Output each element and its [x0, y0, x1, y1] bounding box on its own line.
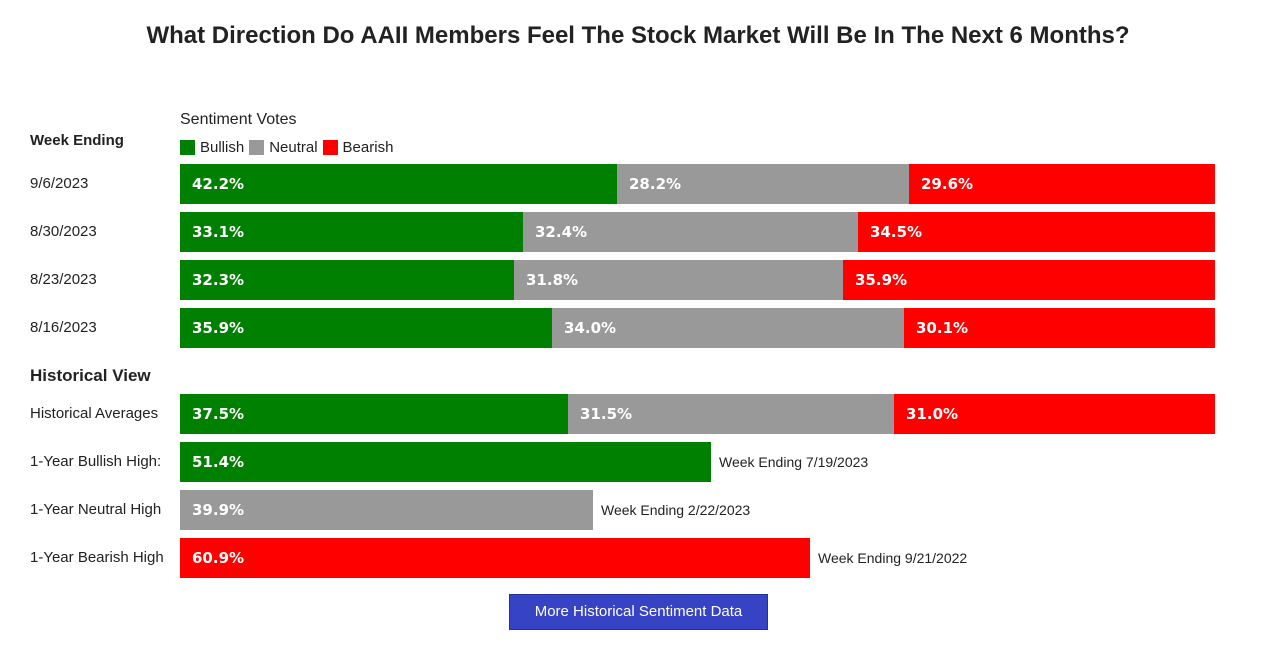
bar-segment-bullish: 37.5%	[180, 394, 568, 434]
bar-segment-neutral: 39.9%	[180, 490, 593, 530]
legend-item-bearish: Bearish	[322, 139, 394, 156]
stacked-bar: 42.2% 28.2% 29.6%	[180, 164, 1215, 204]
bar-segment-neutral: 34.0%	[552, 308, 904, 348]
stacked-bar: 35.9% 34.0% 30.1%	[180, 308, 1215, 348]
chart-subtitle: Sentiment Votes	[180, 111, 297, 128]
more-historical-data-button[interactable]: More Historical Sentiment Data	[509, 594, 768, 630]
legend-swatch-bullish	[180, 140, 195, 155]
legend-label-bullish: Bullish	[200, 139, 245, 156]
bar-segment-bullish: 51.4%	[180, 442, 711, 482]
week-ending-note: Week Ending 7/19/2023	[719, 454, 869, 470]
bar-segment-bearish: 60.9%	[180, 538, 810, 578]
single-bar: 39.9%	[180, 490, 593, 530]
week-label: 8/16/2023	[30, 319, 97, 336]
bar-segment-neutral: 31.8%	[514, 260, 843, 300]
bar-segment-bullish: 32.3%	[180, 260, 514, 300]
week-label: 9/6/2023	[30, 175, 89, 192]
week-ending-note: Week Ending 2/22/2023	[601, 502, 751, 518]
bar-segment-neutral: 28.2%	[617, 164, 909, 204]
historical-label: Historical Averages	[30, 405, 159, 422]
week-ending-note: Week Ending 9/21/2022	[818, 550, 968, 566]
week-label: 8/30/2023	[30, 223, 97, 240]
bar-segment-bearish: 35.9%	[843, 260, 1215, 300]
bar-segment-bearish: 30.1%	[904, 308, 1215, 348]
bar-segment-neutral: 31.5%	[568, 394, 894, 434]
week-label: 8/23/2023	[30, 271, 97, 288]
legend-swatch-bearish	[322, 140, 338, 155]
stacked-bar: 37.5% 31.5% 31.0%	[180, 394, 1215, 434]
stacked-bar: 33.1% 32.4% 34.5%	[180, 212, 1215, 252]
bar-segment-bullish: 33.1%	[180, 212, 523, 252]
bar-segment-neutral: 32.4%	[523, 212, 858, 252]
legend-item-bullish: Bullish	[180, 139, 244, 156]
legend-label-bearish: Bearish	[342, 139, 394, 156]
historical-label: 1-Year Neutral High	[30, 501, 162, 518]
bar-segment-bullish: 42.2%	[180, 164, 617, 204]
bar-segment-bearish: 31.0%	[894, 394, 1215, 434]
bar-segment-bearish: 34.5%	[858, 212, 1215, 252]
historical-label: 1-Year Bearish High	[30, 549, 164, 566]
chart-title: What Direction Do AAII Members Feel The …	[146, 22, 1130, 49]
single-bar: 51.4%	[180, 442, 711, 482]
historical-view-header: Historical View	[30, 366, 151, 385]
legend: Bullish Neutral Bearish	[180, 139, 398, 156]
legend-item-neutral: Neutral	[249, 139, 318, 156]
stacked-bar: 32.3% 31.8% 35.9%	[180, 260, 1215, 300]
legend-label-neutral: Neutral	[269, 139, 318, 156]
bar-segment-bullish: 35.9%	[180, 308, 552, 348]
single-bar: 60.9%	[180, 538, 810, 578]
legend-swatch-neutral	[249, 140, 265, 155]
historical-label: 1-Year Bullish High:	[30, 453, 162, 470]
week-ending-header: Week Ending	[30, 132, 124, 149]
bar-segment-bearish: 29.6%	[909, 164, 1215, 204]
